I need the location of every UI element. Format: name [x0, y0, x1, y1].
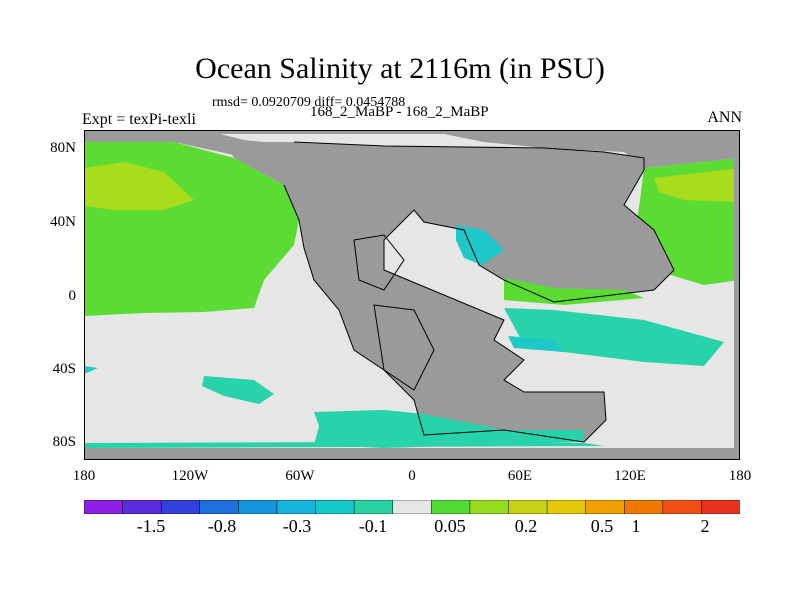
colorbar-swatch — [276, 500, 317, 514]
x-tick-180w: 180 — [72, 468, 96, 484]
inner-coastline — [353, 234, 405, 291]
x-tick-120w: 120W — [171, 468, 209, 484]
map-title: Ocean Salinity at 2116m (in PSU) — [195, 52, 605, 85]
runs-text: 168_2_MaBP - 168_2_MaBP — [310, 104, 489, 120]
colorbar-swatch — [199, 500, 240, 514]
x-tick-180e: 180 — [728, 468, 752, 484]
colorbar-label-2: -0.3 — [282, 516, 312, 536]
inner-coastline-2 — [373, 304, 435, 391]
colorbar-label-0: -1.5 — [136, 516, 166, 536]
land-north-cap-east — [424, 130, 740, 168]
season-label: ANN — [707, 109, 742, 126]
colorbar-swatch — [508, 500, 548, 514]
land-north-cap — [84, 130, 284, 160]
colorbar-swatch — [546, 500, 587, 514]
colorbar-swatch — [701, 500, 740, 514]
north-east-anomaly-yellow — [654, 168, 740, 202]
colorbar-swatch — [469, 500, 510, 514]
y-tick-0: 0 — [68, 288, 77, 304]
colorbar-swatch — [431, 500, 471, 514]
salinity-map — [84, 130, 740, 460]
colorbar-swatch — [122, 500, 162, 514]
x-tick-60e: 60E — [507, 468, 533, 484]
colorbar-swatch — [315, 500, 355, 514]
coastline-outline — [283, 141, 675, 443]
land-east-edge — [734, 130, 740, 460]
experiment-label: Expt = texPi-texli — [82, 111, 196, 128]
y-tick-80n: 80N — [50, 140, 76, 156]
colorbar-swatch — [353, 500, 394, 514]
mid-south-cyan — [508, 336, 564, 352]
x-tick-0: 0 — [408, 468, 416, 484]
southern-ocean-cyan — [314, 410, 584, 448]
colorbar-label-1: -0.8 — [207, 516, 237, 536]
colorbar-swatch — [160, 500, 201, 514]
colorbar — [84, 500, 740, 514]
colorbar-swatch — [623, 500, 664, 514]
indian-cyan-patch — [456, 225, 504, 265]
north-anomaly-yellow — [84, 162, 194, 210]
land-america-europe — [224, 142, 674, 442]
colorbar-swatch — [662, 500, 703, 514]
y-tick-40s: 40S — [52, 361, 76, 377]
colorbar-label-8: 2 — [700, 516, 710, 536]
stats-text: rmsd= 0.0920709 diff= 0.0454788 — [212, 95, 406, 110]
y-tick-40n: 40N — [50, 214, 76, 230]
colorbar-swatch — [238, 500, 278, 514]
colorbar-swatch — [585, 500, 625, 514]
map-frame — [84, 130, 740, 460]
east-green-strip — [504, 278, 644, 305]
colorbar-label-3: -0.1 — [358, 516, 388, 536]
west-edge-cyan — [84, 366, 98, 374]
colorbar-swatch — [84, 500, 124, 514]
south-pacific-cyan — [202, 376, 274, 404]
colorbar-label-6: 0.5 — [590, 516, 614, 536]
land-south-strip — [84, 448, 740, 460]
colorbar-label-7: 1 — [631, 516, 641, 536]
colorbar-label-5: 0.2 — [514, 516, 538, 536]
colorbar-swatch — [392, 500, 433, 514]
x-tick-60w: 60W — [285, 468, 315, 484]
antarctic-cyan-strip — [84, 442, 604, 448]
south-cyan-band-east — [504, 308, 724, 366]
x-tick-120e: 120E — [614, 468, 646, 484]
y-tick-80s: 80S — [52, 434, 76, 450]
colorbar-label-4: 0.05 — [434, 516, 466, 536]
